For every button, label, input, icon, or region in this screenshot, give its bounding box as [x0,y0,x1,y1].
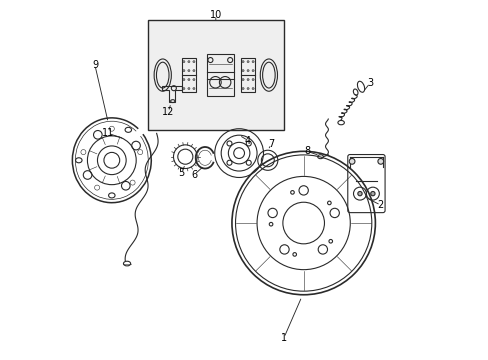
Text: 2: 2 [377,200,383,210]
Text: 5: 5 [178,168,184,178]
Text: 12: 12 [162,107,174,117]
Circle shape [242,78,244,81]
Bar [147,21,284,130]
Bar [182,58,196,92]
Circle shape [251,78,254,81]
Circle shape [187,69,190,72]
Circle shape [357,192,362,196]
Circle shape [183,60,184,63]
Text: 1: 1 [280,333,286,343]
Circle shape [192,87,195,90]
Circle shape [187,78,190,81]
Circle shape [242,87,244,90]
Text: 8: 8 [304,146,310,156]
Circle shape [192,60,195,63]
Circle shape [183,87,184,90]
Circle shape [192,69,195,72]
Circle shape [187,60,190,63]
Bar [241,58,255,92]
Circle shape [251,87,254,90]
Circle shape [377,158,383,164]
Bar [206,54,233,96]
Circle shape [187,87,190,90]
Text: 7: 7 [268,139,274,149]
Circle shape [183,78,184,81]
Circle shape [348,158,354,164]
Circle shape [246,87,249,90]
Circle shape [251,60,254,63]
Circle shape [246,60,249,63]
Circle shape [246,78,249,81]
Circle shape [183,69,184,72]
Text: 6: 6 [191,170,197,180]
Text: 4: 4 [244,136,251,145]
Text: 3: 3 [366,78,372,88]
Circle shape [192,78,195,81]
Text: 10: 10 [209,10,222,20]
Circle shape [246,69,249,72]
Text: 11: 11 [102,129,114,138]
Text: 9: 9 [92,60,98,70]
Circle shape [251,69,254,72]
Circle shape [242,60,244,63]
Circle shape [370,192,374,196]
Circle shape [242,69,244,72]
